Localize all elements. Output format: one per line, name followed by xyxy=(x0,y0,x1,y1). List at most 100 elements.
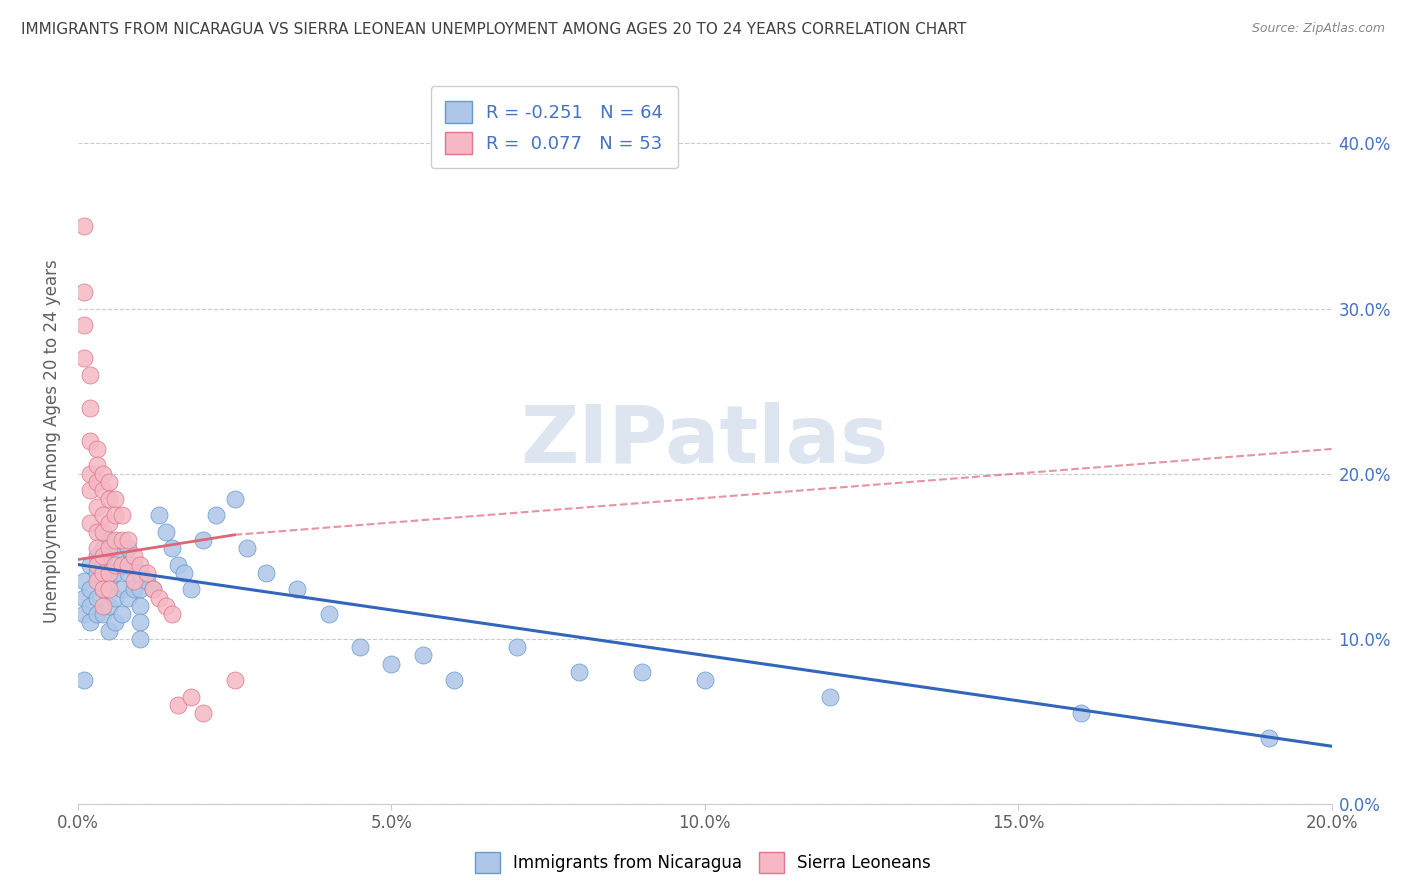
Point xyxy=(224,491,246,506)
Point xyxy=(173,566,195,580)
Point xyxy=(73,673,96,687)
Point xyxy=(1070,706,1092,721)
Point xyxy=(91,607,114,621)
Point xyxy=(73,607,96,621)
Point xyxy=(111,558,134,572)
Point xyxy=(86,607,108,621)
Point xyxy=(117,541,139,555)
Point xyxy=(79,434,101,448)
Point xyxy=(91,566,114,580)
Point xyxy=(98,574,121,588)
Point xyxy=(104,549,127,564)
Point xyxy=(86,475,108,489)
Point xyxy=(91,549,114,564)
Point xyxy=(91,508,114,522)
Point xyxy=(111,607,134,621)
Point xyxy=(98,516,121,531)
Point xyxy=(73,591,96,605)
Point xyxy=(129,615,152,630)
Point xyxy=(86,500,108,514)
Point xyxy=(443,673,465,687)
Point xyxy=(104,558,127,572)
Point xyxy=(98,599,121,613)
Point xyxy=(91,541,114,555)
Point xyxy=(104,591,127,605)
Point xyxy=(104,533,127,547)
Point xyxy=(254,566,277,580)
Point xyxy=(86,549,108,564)
Point xyxy=(412,648,434,663)
Point xyxy=(380,657,402,671)
Text: IMMIGRANTS FROM NICARAGUA VS SIERRA LEONEAN UNEMPLOYMENT AMONG AGES 20 TO 24 YEA: IMMIGRANTS FROM NICARAGUA VS SIERRA LEON… xyxy=(21,22,966,37)
Point xyxy=(236,541,259,555)
Point xyxy=(73,351,96,366)
Point xyxy=(167,558,190,572)
Point xyxy=(155,599,177,613)
Point xyxy=(160,541,183,555)
Point xyxy=(79,401,101,415)
Point xyxy=(160,607,183,621)
Point xyxy=(86,458,108,473)
Point xyxy=(204,508,226,522)
Point xyxy=(180,582,202,597)
Point xyxy=(117,591,139,605)
Point xyxy=(117,566,139,580)
Point xyxy=(98,549,121,564)
Text: ZIPatlas: ZIPatlas xyxy=(520,401,889,480)
Point xyxy=(86,574,108,588)
Point xyxy=(73,285,96,299)
Point xyxy=(111,558,134,572)
Point xyxy=(818,690,841,704)
Point xyxy=(73,318,96,332)
Text: Source: ZipAtlas.com: Source: ZipAtlas.com xyxy=(1251,22,1385,36)
Point xyxy=(79,368,101,382)
Point xyxy=(91,599,114,613)
Point xyxy=(98,582,121,597)
Point xyxy=(79,483,101,498)
Point xyxy=(79,467,101,481)
Point xyxy=(122,558,145,572)
Point xyxy=(224,673,246,687)
Point xyxy=(104,491,127,506)
Point xyxy=(191,706,214,721)
Point xyxy=(91,467,114,481)
Point xyxy=(135,566,157,580)
Point xyxy=(86,541,108,555)
Point xyxy=(104,615,127,630)
Point xyxy=(129,632,152,646)
Point xyxy=(79,615,101,630)
Point xyxy=(79,599,101,613)
Point xyxy=(122,549,145,564)
Point xyxy=(86,566,108,580)
Point xyxy=(1257,731,1279,745)
Point xyxy=(111,533,134,547)
Point xyxy=(129,558,152,572)
Point xyxy=(91,483,114,498)
Point xyxy=(73,219,96,233)
Point xyxy=(98,624,121,638)
Legend: R = -0.251   N = 64, R =  0.077   N = 53: R = -0.251 N = 64, R = 0.077 N = 53 xyxy=(430,87,678,169)
Point xyxy=(167,698,190,712)
Point xyxy=(79,558,101,572)
Point xyxy=(86,524,108,539)
Point xyxy=(91,558,114,572)
Point xyxy=(98,475,121,489)
Point xyxy=(122,574,145,588)
Point xyxy=(91,582,114,597)
Point xyxy=(73,574,96,588)
Point xyxy=(142,582,165,597)
Point xyxy=(318,607,340,621)
Point xyxy=(505,640,527,654)
Point xyxy=(129,582,152,597)
Point xyxy=(104,508,127,522)
Point xyxy=(631,665,654,679)
Point xyxy=(111,582,134,597)
Point xyxy=(79,582,101,597)
Y-axis label: Unemployment Among Ages 20 to 24 years: Unemployment Among Ages 20 to 24 years xyxy=(44,259,60,623)
Point xyxy=(98,541,121,555)
Point xyxy=(191,533,214,547)
Point xyxy=(122,582,145,597)
Point xyxy=(104,566,127,580)
Point xyxy=(91,524,114,539)
Point xyxy=(148,508,170,522)
